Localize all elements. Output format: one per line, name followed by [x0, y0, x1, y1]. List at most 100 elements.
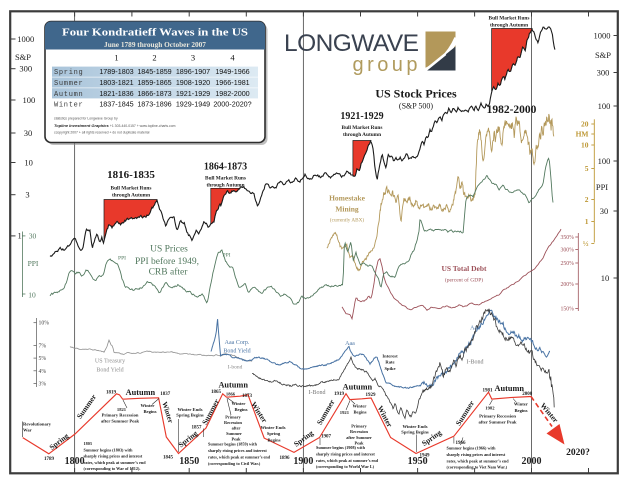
svg-text:1950: 1950	[408, 456, 428, 467]
svg-text:through Autumn: through Autumn	[112, 192, 150, 198]
svg-text:(corresponding to Viet Nam War: (corresponding to Viet Nam War.)	[447, 465, 508, 470]
svg-text:1821-1836: 1821-1836	[99, 89, 133, 98]
svg-text:1982-2000: 1982-2000	[215, 89, 249, 98]
svg-text:2020?: 2020?	[566, 448, 590, 458]
svg-text:2: 2	[152, 53, 156, 63]
svg-text:Peak: Peak	[231, 437, 241, 442]
svg-text:1949-1966: 1949-1966	[215, 67, 249, 76]
svg-text:1837-1845: 1837-1845	[99, 100, 133, 109]
svg-text:1821: 1821	[117, 407, 127, 412]
svg-text:rates, which peak at summer’s: rates, which peak at summer’s end	[316, 458, 379, 463]
svg-text:Begins: Begins	[353, 409, 366, 414]
svg-text:CRB after: CRB after	[149, 267, 189, 278]
svg-text:Winter Ends: Winter Ends	[261, 425, 286, 430]
svg-text:1866: 1866	[226, 391, 236, 396]
svg-text:1: 1	[17, 231, 21, 241]
svg-text:300: 300	[597, 68, 610, 78]
svg-text:2000-2020?: 2000-2020?	[213, 100, 251, 109]
svg-text:I-Bond: I-Bond	[467, 360, 484, 366]
svg-text:Spring: Spring	[267, 431, 281, 436]
svg-text:Primary Recession: Primary Recession	[102, 413, 139, 418]
svg-text:2: 2	[585, 195, 589, 204]
svg-text:350%: 350%	[560, 235, 574, 241]
svg-text:PPI: PPI	[223, 253, 231, 259]
svg-text:Begins: Begins	[267, 437, 280, 442]
svg-text:after: after	[232, 426, 241, 431]
svg-text:Winter: Winter	[514, 402, 528, 407]
svg-text:30: 30	[29, 232, 37, 241]
svg-text:HM: HM	[576, 130, 589, 139]
svg-text:1789: 1789	[44, 457, 55, 462]
svg-text:100: 100	[598, 101, 611, 111]
svg-text:1: 1	[585, 217, 589, 226]
svg-text:Spike: Spike	[385, 366, 396, 371]
svg-text:½: ½	[583, 239, 589, 248]
svg-text:Mining: Mining	[335, 205, 359, 214]
svg-text:250%: 250%	[560, 261, 574, 267]
svg-text:1896-1907: 1896-1907	[176, 67, 210, 76]
svg-text:3: 3	[25, 190, 29, 200]
svg-text:1921-1929: 1921-1929	[340, 111, 383, 122]
svg-text:after Summer: after Summer	[346, 435, 372, 440]
svg-text:1921: 1921	[340, 410, 350, 415]
svg-text:Bull Market Runs: Bull Market Runs	[205, 176, 246, 182]
svg-text:PPI: PPI	[28, 259, 39, 268]
svg-text:through Autumn: through Autumn	[343, 132, 381, 138]
svg-text:LONGWAVE: LONGWAVE	[284, 30, 419, 57]
svg-text:Winter: Winter	[353, 403, 367, 408]
svg-text:30: 30	[24, 128, 33, 138]
svg-text:Summer begins (1908) with: Summer begins (1908) with	[316, 445, 366, 450]
svg-text:Topline Investment Graphics +1: Topline Investment Graphics +1 303-440-0…	[54, 123, 176, 128]
svg-text:Spring Begins: Spring Begins	[401, 429, 429, 434]
svg-text:rates, which peak at summer’s: rates, which peak at summer’s end	[208, 454, 271, 459]
svg-text:War: War	[23, 428, 32, 433]
svg-text:S&P: S&P	[15, 52, 31, 62]
svg-text:Autumn: Autumn	[54, 91, 83, 99]
svg-text:1981: 1981	[483, 388, 494, 393]
svg-text:Summer begins (1859) with: Summer begins (1859) with	[208, 442, 258, 447]
svg-text:Winter: Winter	[232, 401, 246, 406]
svg-text:group: group	[353, 54, 418, 76]
svg-text:1908-1920: 1908-1920	[176, 78, 210, 87]
svg-text:10%: 10%	[39, 321, 50, 327]
svg-text:Summer begins (1803) with: Summer begins (1803) with	[84, 447, 134, 452]
svg-text:Four Kondratieff Waves in the: Four Kondratieff Waves in the US	[62, 27, 248, 39]
svg-text:(S&P 500): (S&P 500)	[399, 102, 433, 111]
svg-text:1850: 1850	[179, 456, 199, 467]
svg-text:1929: 1929	[366, 393, 377, 398]
svg-text:1816-1835: 1816-1835	[107, 169, 155, 181]
svg-text:(percent of GDP): (percent of GDP)	[445, 277, 483, 284]
svg-text:1789-1803: 1789-1803	[99, 67, 133, 76]
svg-text:4%: 4%	[39, 369, 47, 375]
svg-text:Interest: Interest	[382, 354, 398, 359]
svg-text:statistics prepared for Longwa: statistics prepared for Longwave Group b…	[54, 117, 118, 121]
svg-text:10: 10	[581, 141, 589, 150]
svg-text:Bond Yield: Bond Yield	[96, 368, 123, 374]
svg-text:1919: 1919	[334, 392, 345, 397]
svg-text:Recession: Recession	[224, 420, 243, 425]
svg-text:Begins: Begins	[514, 408, 527, 413]
svg-text:4: 4	[230, 53, 235, 63]
svg-text:1000: 1000	[17, 34, 34, 44]
svg-text:Primary Recession: Primary Recession	[479, 414, 516, 419]
svg-text:1966-1981: 1966-1981	[215, 78, 249, 87]
svg-text:10: 10	[28, 291, 36, 300]
svg-text:1845: 1845	[163, 455, 174, 460]
svg-text:rates, which peak at summer’s: rates, which peak at summer’s end	[447, 458, 510, 463]
svg-text:PPI: PPI	[118, 256, 126, 262]
svg-text:Winter Ends: Winter Ends	[403, 424, 428, 429]
svg-text:(corresponding to War of 1812): (corresponding to War of 1812).	[84, 466, 141, 471]
svg-text:Aaa: Aaa	[345, 341, 355, 347]
svg-text:1857: 1857	[192, 426, 203, 431]
svg-text:sharply rising prices and inte: sharply rising prices and interest	[84, 454, 143, 459]
svg-text:Winter Ends: Winter Ends	[178, 407, 203, 412]
svg-text:7%: 7%	[39, 344, 47, 350]
svg-text:Autumn: Autumn	[218, 381, 248, 390]
svg-text:1865: 1865	[211, 390, 222, 395]
svg-text:5: 5	[585, 164, 589, 173]
svg-text:after Summer Peak: after Summer Peak	[478, 419, 517, 424]
svg-text:1982-2000: 1982-2000	[487, 104, 537, 116]
svg-text:US Prices: US Prices	[150, 245, 188, 255]
svg-text:sharply rising prices and inte: sharply rising prices and interest	[316, 451, 375, 456]
svg-text:I-bond: I-bond	[228, 365, 243, 371]
